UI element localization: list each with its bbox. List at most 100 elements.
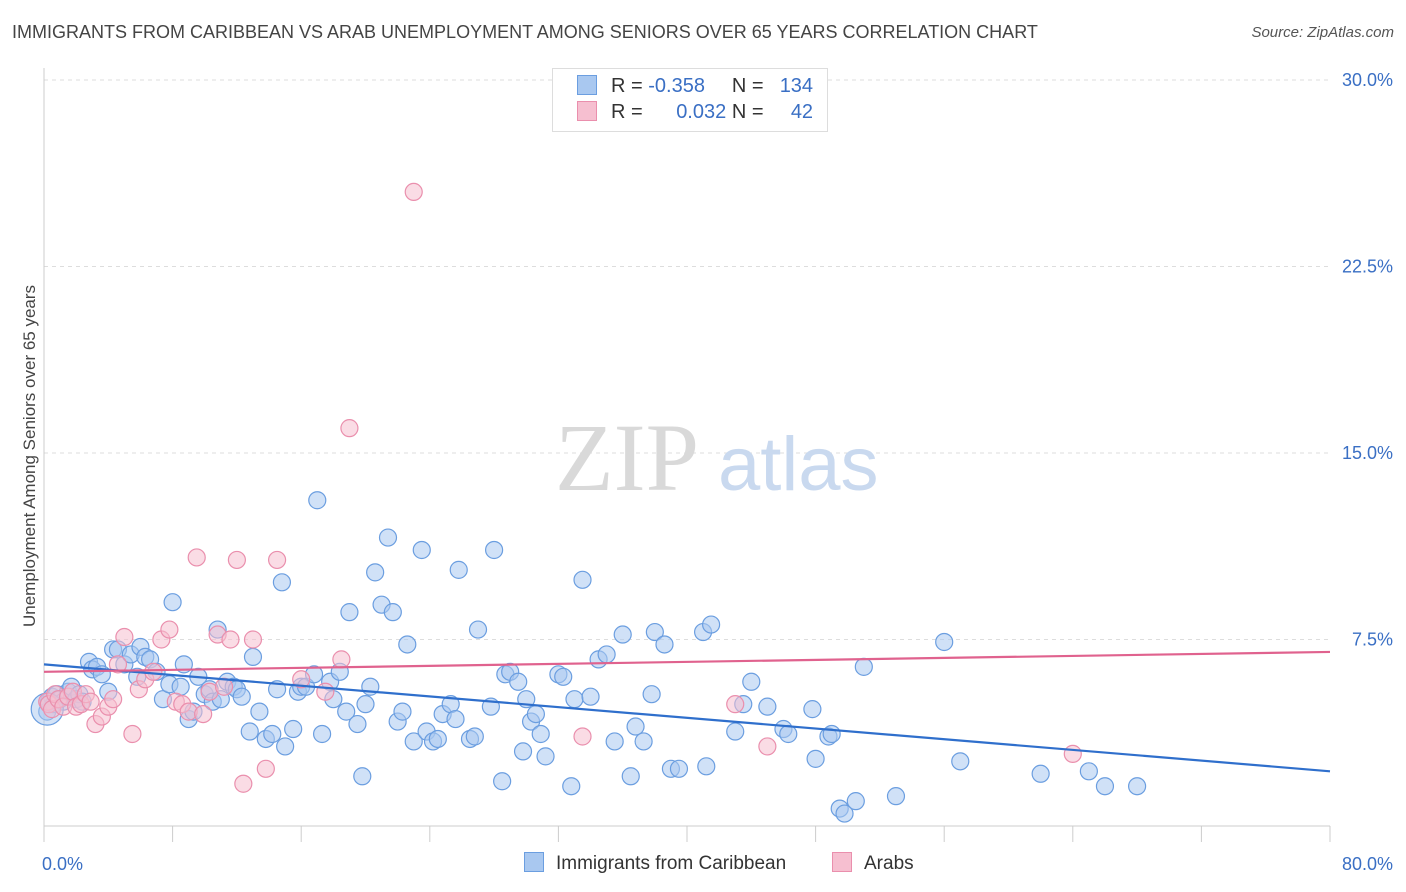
caribbean-point xyxy=(1031,764,1050,783)
arab-point xyxy=(104,690,123,709)
caribbean-point xyxy=(446,709,465,729)
caribbean-point xyxy=(509,672,528,691)
arab-point xyxy=(573,727,592,746)
caribbean-point xyxy=(465,727,484,746)
caribbean-point xyxy=(626,717,645,736)
caribbean-point xyxy=(412,540,431,560)
correlation-legend: R = -0.358 N = 134 R = 0.032 N = 42 xyxy=(552,68,828,132)
caribbean-point xyxy=(935,632,954,652)
caribbean-point xyxy=(634,732,653,751)
caribbean-point xyxy=(562,777,581,796)
arab-point xyxy=(332,650,351,669)
caribbean-point xyxy=(398,635,417,654)
watermark-atlas: atlas xyxy=(718,422,879,507)
caribbean-point xyxy=(348,714,367,734)
caribbean-point xyxy=(526,704,545,724)
caribbean-point xyxy=(822,724,841,744)
caribbean-point xyxy=(605,732,624,751)
caribbean-point xyxy=(835,804,854,823)
caribbean-point xyxy=(513,742,533,761)
caribbean-point xyxy=(243,647,263,667)
caribbean-point xyxy=(250,702,269,721)
caribbean-point xyxy=(554,667,573,686)
caribbean-point xyxy=(383,603,402,622)
arab-point xyxy=(340,419,359,438)
y-tick-label: 22.5% xyxy=(1342,257,1393,277)
x-tick-label-min: 0.0% xyxy=(42,854,83,874)
legend-r-value: 0.032 xyxy=(676,101,727,123)
chart-title: IMMIGRANTS FROM CARIBBEAN VS ARAB UNEMPL… xyxy=(12,22,1038,42)
caribbean-point xyxy=(272,573,292,592)
caribbean-point xyxy=(428,729,447,749)
caribbean-point xyxy=(468,620,488,639)
y-tick-labels: 7.5% 15.0% 22.5% 30.0% xyxy=(1342,70,1393,650)
caribbean-point xyxy=(353,767,372,786)
caribbean-point xyxy=(702,615,721,634)
bottom-legend-swatch-blue xyxy=(524,852,544,872)
bottom-legend-label: Arabs xyxy=(864,853,914,874)
caribbean-point xyxy=(284,719,303,739)
arab-point xyxy=(187,548,206,567)
arab-point xyxy=(108,655,128,674)
caribbean-point xyxy=(621,767,640,786)
caribbean-point xyxy=(565,690,584,709)
arab-point xyxy=(194,704,213,724)
watermark-zip: ZIP xyxy=(555,404,699,511)
arab-point xyxy=(726,695,745,714)
caribbean-point xyxy=(642,685,661,704)
legend-n-value: 134 xyxy=(779,75,814,97)
arab-point xyxy=(758,737,777,756)
caribbean-point xyxy=(742,672,761,691)
caribbean-point xyxy=(597,645,616,664)
caribbean-point xyxy=(485,540,504,560)
trend-line-caribbean xyxy=(43,663,1331,773)
arab-point xyxy=(243,630,263,649)
caribbean-point xyxy=(356,695,375,714)
bottom-legend-label: Immigrants from Caribbean xyxy=(556,853,787,874)
trend-lines xyxy=(43,650,1331,773)
caribbean-point xyxy=(337,702,356,721)
legend-n-label: N = xyxy=(731,101,764,123)
caribbean-point xyxy=(366,563,385,582)
y-tick-label: 30.0% xyxy=(1342,70,1393,90)
arab-point xyxy=(256,759,275,778)
y-tick-label: 7.5% xyxy=(1352,630,1393,650)
arab-point xyxy=(81,692,100,711)
caribbean-point xyxy=(854,657,873,676)
arab-point xyxy=(316,682,335,701)
legend-swatch-pink xyxy=(577,101,597,121)
bottom-legend-caribbean: Immigrants from Caribbean xyxy=(524,852,786,875)
legend-row-arabs: R = 0.032 N = 42 xyxy=(577,101,813,127)
y-axis-label: Unemployment Among Seniors over 65 years xyxy=(20,285,39,627)
series-arabs-points xyxy=(38,182,1082,793)
arab-point xyxy=(160,620,179,639)
trend-line-arabs xyxy=(43,650,1331,673)
caribbean-point xyxy=(697,757,716,776)
arab-point xyxy=(115,627,134,647)
caribbean-point xyxy=(308,491,327,510)
bottom-legend-arabs: Arabs xyxy=(832,852,914,875)
caribbean-point xyxy=(806,749,825,768)
caribbean-point xyxy=(1095,777,1115,796)
caribbean-point xyxy=(886,787,906,806)
caribbean-point xyxy=(393,702,412,721)
legend-r-label: R = xyxy=(611,75,643,97)
arab-point xyxy=(1063,744,1082,763)
caribbean-point xyxy=(951,752,970,771)
bottom-legend-swatch-pink xyxy=(832,852,852,872)
x-tick-labels: 0.0% 80.0% xyxy=(42,854,1393,874)
caribbean-point xyxy=(340,603,359,622)
legend-r-value: -0.358 xyxy=(648,75,705,97)
caribbean-point xyxy=(645,622,664,642)
caribbean-point xyxy=(758,697,777,716)
legend-r-label: R = xyxy=(611,101,643,123)
caribbean-point xyxy=(613,625,632,644)
legend-swatch-blue xyxy=(577,75,597,95)
arab-point xyxy=(292,670,311,689)
arab-point xyxy=(404,182,423,201)
caribbean-point xyxy=(232,687,251,706)
caribbean-point xyxy=(163,593,182,612)
caribbean-point xyxy=(493,772,512,791)
caribbean-point xyxy=(581,687,600,706)
